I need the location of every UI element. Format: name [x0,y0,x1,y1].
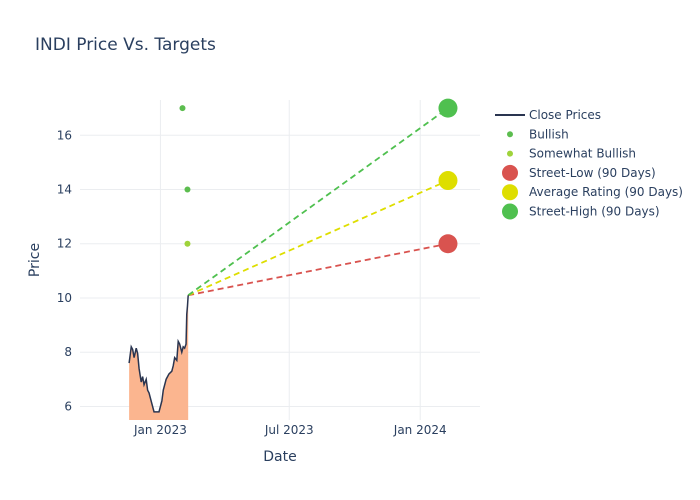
target-marker [438,171,458,191]
x-tick-label: Jul 2023 [264,423,314,437]
y-axis-label: Price [27,243,43,277]
target-marker [438,98,458,118]
target-line [188,242,449,297]
y-tick-label: 10 [57,291,72,305]
rating-marker [179,105,186,112]
x-tick-label: Jan 2024 [393,423,447,437]
legend-label: Bullish [529,127,569,141]
legend-label: Street-Low (90 Days) [529,166,656,180]
y-tick-label: 12 [57,237,72,251]
rating-marker [184,240,191,247]
y-tick-label: 16 [57,128,72,142]
target-line [187,107,449,296]
legend-label: Somewhat Bullish [529,147,636,161]
rating-marker [184,186,191,193]
x-axis-label: Date [263,449,296,465]
legend-dot-swatch [507,150,513,157]
y-tick-label: 6 [64,399,72,413]
x-tick-label: Jan 2023 [133,423,187,437]
legend-dot-swatch [507,131,513,138]
legend-label: Close Prices [529,108,601,122]
legend-circle-swatch [502,203,518,220]
legend-circle-swatch [502,164,518,181]
plot-area: 6 8 10 12 14 16 Jan 2023 Jul 2023 Jan 2024 [57,98,480,437]
close-price-area [129,295,189,420]
legend-label: Average Rating (90 Days) [529,185,683,199]
legend: Close Prices Bullish Somewhat Bullish Stree… [495,108,683,220]
close-price-line [128,295,189,413]
target-line [187,179,449,297]
y-tick-label: 14 [57,182,72,196]
y-tick-label: 8 [64,345,72,359]
chart-title: INDI Price Vs. Targets [35,35,216,55]
target-marker [438,234,458,254]
legend-circle-swatch [502,184,518,201]
legend-label: Street-High (90 Days) [529,205,660,219]
